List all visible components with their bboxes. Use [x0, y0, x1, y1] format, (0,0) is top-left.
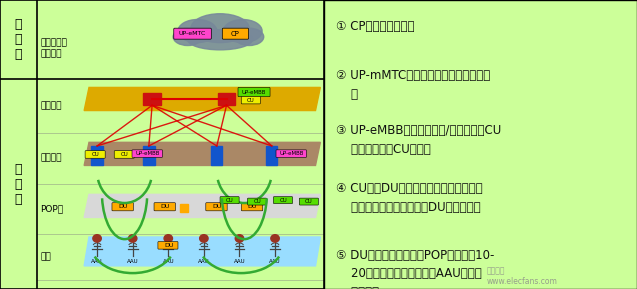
Polygon shape: [84, 237, 320, 266]
Bar: [92, 146, 103, 165]
FancyBboxPatch shape: [273, 197, 292, 203]
Text: DU: DU: [212, 204, 222, 209]
Text: AAU: AAU: [234, 259, 245, 264]
FancyBboxPatch shape: [241, 96, 261, 104]
Text: UP-eMTC: UP-eMTC: [179, 31, 206, 36]
Text: 核心节点: 核心节点: [41, 102, 62, 111]
Text: CU: CU: [254, 199, 261, 204]
Text: ④ CU高于DU位置集中部署：城域汇聚点
    或核心点，特殊情况下与DU同局址部署: ④ CU高于DU位置集中部署：城域汇聚点 或核心点，特殊情况下与DU同局址部署: [336, 182, 483, 214]
Bar: [266, 146, 278, 165]
Ellipse shape: [191, 14, 249, 42]
Text: 本
地
网: 本 地 网: [15, 163, 22, 206]
Text: UP-eMBB: UP-eMBB: [135, 151, 159, 156]
Text: DU: DU: [164, 243, 173, 248]
Text: 省级核心或
区域核心: 省级核心或 区域核心: [41, 39, 68, 58]
Text: ② UP-mMTC：省级或全国大区级集中部
    署: ② UP-mMTC：省级或全国大区级集中部 署: [336, 69, 490, 101]
FancyBboxPatch shape: [154, 203, 175, 211]
FancyBboxPatch shape: [132, 150, 162, 157]
Text: DU: DU: [161, 204, 169, 209]
Text: AAU: AAU: [162, 259, 174, 264]
Circle shape: [199, 235, 208, 242]
Ellipse shape: [173, 28, 203, 45]
FancyBboxPatch shape: [276, 150, 306, 157]
Text: UP-eMBB: UP-eMBB: [279, 151, 303, 156]
Ellipse shape: [224, 19, 262, 42]
Polygon shape: [84, 194, 320, 217]
Circle shape: [271, 235, 279, 242]
FancyBboxPatch shape: [299, 198, 318, 205]
Text: CP: CP: [231, 31, 240, 37]
FancyBboxPatch shape: [241, 203, 262, 211]
Bar: [211, 146, 222, 165]
Ellipse shape: [188, 30, 252, 50]
FancyBboxPatch shape: [85, 151, 105, 158]
Polygon shape: [84, 142, 320, 165]
Circle shape: [129, 235, 137, 242]
Text: UP-eMBB: UP-eMBB: [242, 90, 266, 95]
Text: ⑤ DU适度集中：一般在POP点，汇聚10-
    20个基站，特殊情况下与AAU同址部
    署方式。: ⑤ DU适度集中：一般在POP点，汇聚10- 20个基站，特殊情况下与AAU同址…: [336, 249, 494, 289]
Polygon shape: [84, 87, 320, 110]
Text: DU: DU: [118, 204, 127, 209]
Ellipse shape: [178, 19, 217, 42]
Text: CU: CU: [121, 152, 129, 157]
Text: ① CP：省级集中部署: ① CP：省级集中部署: [336, 20, 415, 33]
Bar: [143, 146, 155, 165]
Text: AAU: AAU: [91, 259, 103, 264]
FancyBboxPatch shape: [238, 87, 270, 97]
FancyBboxPatch shape: [220, 197, 239, 203]
FancyBboxPatch shape: [206, 203, 227, 211]
Text: CU: CU: [279, 198, 287, 203]
Text: 电子烧友
www.elecfans.com: 电子烧友 www.elecfans.com: [487, 267, 557, 286]
FancyBboxPatch shape: [112, 203, 133, 211]
Text: CU: CU: [305, 199, 313, 204]
Text: AAU: AAU: [269, 259, 281, 264]
FancyBboxPatch shape: [248, 198, 267, 205]
Text: AAU: AAU: [127, 259, 138, 264]
FancyBboxPatch shape: [174, 28, 211, 39]
Text: ③ UP-eMBB：城域汇聚点/核心点，与CU
    同址或略高于CU的位置: ③ UP-eMBB：城域汇聚点/核心点，与CU 同址或略高于CU的位置: [336, 124, 501, 156]
FancyBboxPatch shape: [114, 151, 134, 158]
Text: 基站: 基站: [41, 253, 51, 262]
Text: 汇聚节点: 汇聚节点: [41, 154, 62, 163]
Circle shape: [164, 235, 173, 242]
Text: POP点: POP点: [41, 204, 64, 213]
Text: DU: DU: [248, 204, 257, 209]
Bar: [180, 204, 188, 212]
Bar: [143, 92, 161, 105]
Bar: [218, 92, 236, 105]
FancyBboxPatch shape: [158, 242, 178, 249]
Ellipse shape: [234, 28, 264, 45]
Circle shape: [93, 235, 101, 242]
FancyBboxPatch shape: [222, 28, 248, 39]
Text: 骨
干
网: 骨 干 网: [15, 18, 22, 61]
Text: AAU: AAU: [198, 259, 210, 264]
Text: CU: CU: [92, 152, 99, 157]
Text: CU: CU: [226, 198, 234, 203]
Text: CU: CU: [247, 98, 255, 103]
Circle shape: [235, 235, 244, 242]
